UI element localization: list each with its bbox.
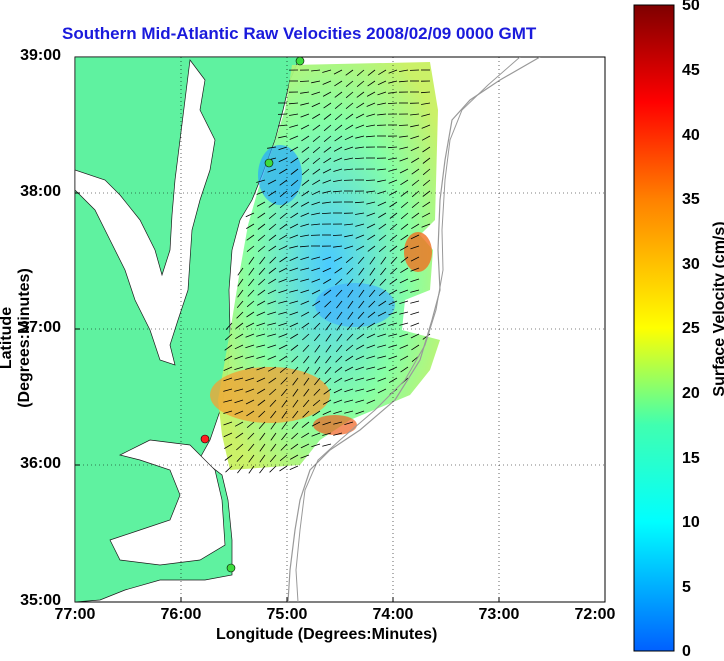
colorbar-tick: 45: [682, 62, 700, 80]
colorbar-tick: 30: [682, 256, 700, 274]
station-marker[interactable]: [265, 159, 273, 167]
station-marker[interactable]: [296, 57, 304, 65]
colorbar-tick: 25: [682, 320, 700, 338]
warm-patch-south: [210, 367, 330, 423]
velocity-arrow: [366, 180, 375, 181]
x-tick-label: 73:00: [469, 606, 529, 624]
y-tick-label: 36:00: [20, 455, 61, 473]
warm-patch-se: [313, 415, 357, 435]
colorbar-tick: 15: [682, 450, 700, 468]
colorbar-label: Surface Velocity (cm/s): [711, 189, 724, 429]
velocity-arrow: [399, 125, 408, 126]
colorbar-tick: 5: [682, 579, 691, 597]
x-tick-label: 77:00: [45, 606, 105, 624]
cool-patch-north: [258, 145, 302, 205]
x-tick-label: 76:00: [151, 606, 211, 624]
velocity-arrow: [300, 81, 309, 82]
y-axis-label: Latitude (Degrees:Minutes): [0, 238, 34, 438]
station-marker[interactable]: [227, 564, 235, 572]
colorbar-tick: 40: [682, 127, 700, 145]
colorbar-tick: 35: [682, 191, 700, 209]
colorbar-tick: 50: [682, 0, 700, 15]
x-tick-label: 74:00: [363, 606, 423, 624]
x-axis-label: Longitude (Degrees:Minutes): [216, 626, 437, 644]
x-tick-label: 75:00: [257, 606, 317, 624]
y-tick-label: 38:00: [20, 183, 61, 201]
colorbar-tick: 20: [682, 385, 700, 403]
colorbar-tick: 10: [682, 514, 700, 532]
y-tick-label: 39:00: [20, 47, 61, 65]
station-marker[interactable]: [201, 435, 209, 443]
warm-patch-east: [404, 232, 432, 272]
velocity-arrow: [333, 235, 342, 236]
colorbar-tick: 0: [682, 643, 691, 661]
colorbar: [634, 5, 674, 651]
x-tick-label: 72:00: [565, 606, 625, 624]
